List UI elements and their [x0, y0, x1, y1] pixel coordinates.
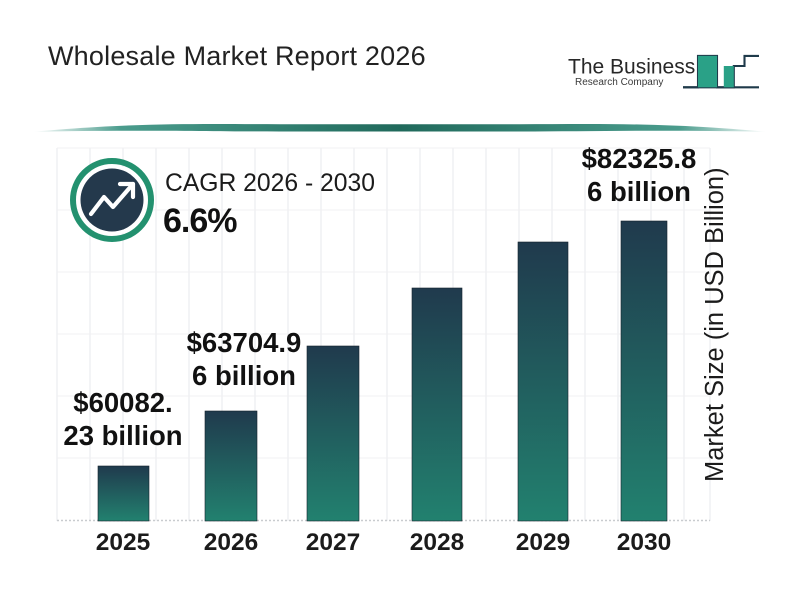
svg-text:6.6%: 6.6% [163, 202, 237, 240]
svg-text:CAGR 2026 - 2030: CAGR 2026 - 2030 [165, 170, 375, 197]
